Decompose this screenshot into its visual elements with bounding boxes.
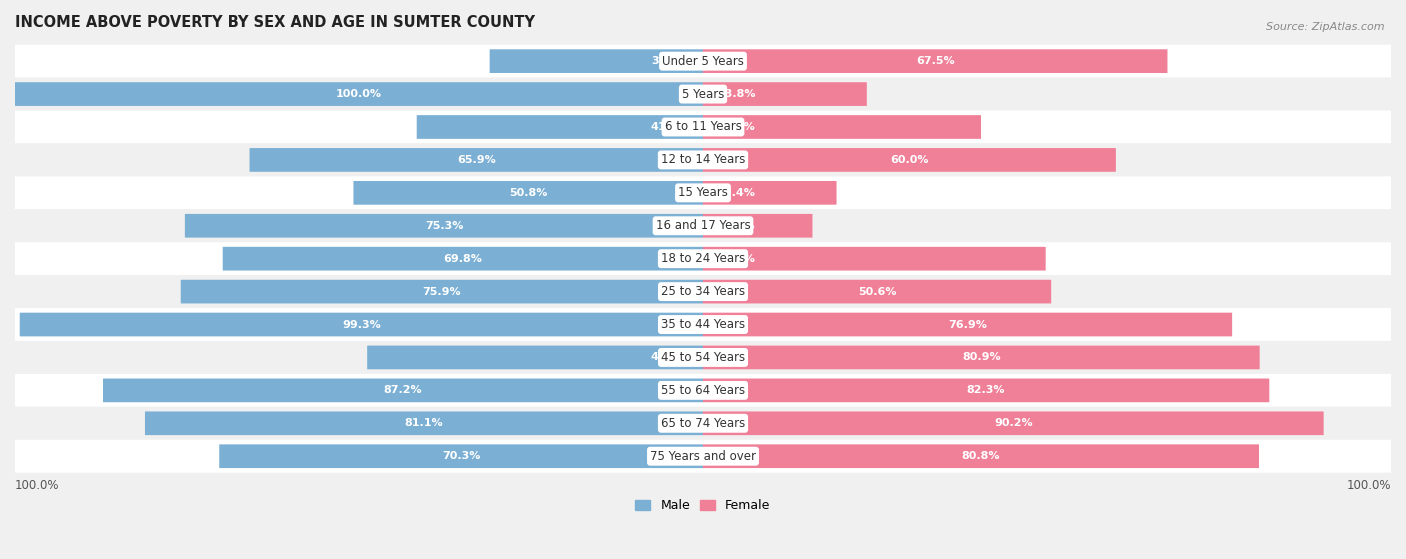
Text: 75.3%: 75.3% [425, 221, 463, 231]
Text: 100.0%: 100.0% [1347, 479, 1391, 492]
Text: 16 and 17 Years: 16 and 17 Years [655, 219, 751, 232]
FancyBboxPatch shape [15, 82, 703, 106]
FancyBboxPatch shape [15, 341, 1391, 374]
Legend: Male, Female: Male, Female [630, 494, 776, 517]
Text: 45 to 54 Years: 45 to 54 Years [661, 351, 745, 364]
FancyBboxPatch shape [20, 312, 703, 337]
FancyBboxPatch shape [145, 411, 703, 435]
Text: 50.8%: 50.8% [509, 188, 547, 198]
FancyBboxPatch shape [703, 49, 1167, 73]
FancyBboxPatch shape [367, 345, 703, 369]
FancyBboxPatch shape [703, 181, 837, 205]
Text: 100.0%: 100.0% [336, 89, 382, 99]
FancyBboxPatch shape [15, 407, 1391, 440]
Text: 76.9%: 76.9% [948, 320, 987, 329]
FancyBboxPatch shape [703, 312, 1232, 337]
Text: 15 Years: 15 Years [678, 186, 728, 200]
Text: 41.6%: 41.6% [651, 122, 689, 132]
Text: 87.2%: 87.2% [384, 385, 422, 395]
Text: 18 to 24 Years: 18 to 24 Years [661, 252, 745, 265]
Text: 67.5%: 67.5% [915, 56, 955, 66]
Text: 25 to 34 Years: 25 to 34 Years [661, 285, 745, 298]
FancyBboxPatch shape [489, 49, 703, 73]
FancyBboxPatch shape [15, 275, 1391, 308]
Text: 81.1%: 81.1% [405, 418, 443, 428]
FancyBboxPatch shape [15, 111, 1391, 144]
FancyBboxPatch shape [15, 440, 1391, 473]
FancyBboxPatch shape [15, 242, 1391, 275]
Text: 12 to 14 Years: 12 to 14 Years [661, 153, 745, 167]
Text: 69.8%: 69.8% [443, 254, 482, 264]
Text: Under 5 Years: Under 5 Years [662, 55, 744, 68]
Text: 65.9%: 65.9% [457, 155, 496, 165]
Text: 15.9%: 15.9% [717, 221, 755, 231]
Text: 49.8%: 49.8% [717, 254, 755, 264]
FancyBboxPatch shape [103, 378, 703, 402]
FancyBboxPatch shape [703, 148, 1116, 172]
FancyBboxPatch shape [353, 181, 703, 205]
Text: 100.0%: 100.0% [15, 479, 59, 492]
Text: 35 to 44 Years: 35 to 44 Years [661, 318, 745, 331]
Text: 80.9%: 80.9% [962, 352, 1001, 362]
FancyBboxPatch shape [15, 144, 1391, 177]
Text: 23.8%: 23.8% [717, 89, 755, 99]
FancyBboxPatch shape [703, 345, 1260, 369]
Text: 40.4%: 40.4% [717, 122, 755, 132]
Text: 48.8%: 48.8% [651, 352, 689, 362]
Text: INCOME ABOVE POVERTY BY SEX AND AGE IN SUMTER COUNTY: INCOME ABOVE POVERTY BY SEX AND AGE IN S… [15, 15, 536, 30]
FancyBboxPatch shape [703, 214, 813, 238]
FancyBboxPatch shape [703, 280, 1052, 304]
FancyBboxPatch shape [249, 148, 703, 172]
FancyBboxPatch shape [703, 115, 981, 139]
FancyBboxPatch shape [15, 209, 1391, 242]
FancyBboxPatch shape [181, 280, 703, 304]
FancyBboxPatch shape [703, 444, 1258, 468]
FancyBboxPatch shape [222, 247, 703, 271]
FancyBboxPatch shape [15, 45, 1391, 78]
Text: 19.4%: 19.4% [717, 188, 755, 198]
FancyBboxPatch shape [703, 411, 1323, 435]
Text: Source: ZipAtlas.com: Source: ZipAtlas.com [1267, 22, 1385, 32]
Text: 80.8%: 80.8% [962, 451, 1000, 461]
FancyBboxPatch shape [416, 115, 703, 139]
Text: 60.0%: 60.0% [890, 155, 928, 165]
FancyBboxPatch shape [703, 82, 868, 106]
FancyBboxPatch shape [703, 378, 1270, 402]
Text: 55 to 64 Years: 55 to 64 Years [661, 384, 745, 397]
FancyBboxPatch shape [15, 177, 1391, 209]
Text: 70.3%: 70.3% [441, 451, 481, 461]
Text: 50.6%: 50.6% [858, 287, 896, 297]
Text: 82.3%: 82.3% [967, 385, 1005, 395]
Text: 31.0%: 31.0% [651, 56, 689, 66]
Text: 65 to 74 Years: 65 to 74 Years [661, 417, 745, 430]
Text: 75 Years and over: 75 Years and over [650, 449, 756, 463]
Text: 75.9%: 75.9% [423, 287, 461, 297]
Text: 5 Years: 5 Years [682, 88, 724, 101]
FancyBboxPatch shape [184, 214, 703, 238]
Text: 99.3%: 99.3% [342, 320, 381, 329]
FancyBboxPatch shape [703, 247, 1046, 271]
FancyBboxPatch shape [219, 444, 703, 468]
FancyBboxPatch shape [15, 78, 1391, 111]
Text: 90.2%: 90.2% [994, 418, 1032, 428]
Text: 6 to 11 Years: 6 to 11 Years [665, 121, 741, 134]
FancyBboxPatch shape [15, 374, 1391, 407]
FancyBboxPatch shape [15, 308, 1391, 341]
